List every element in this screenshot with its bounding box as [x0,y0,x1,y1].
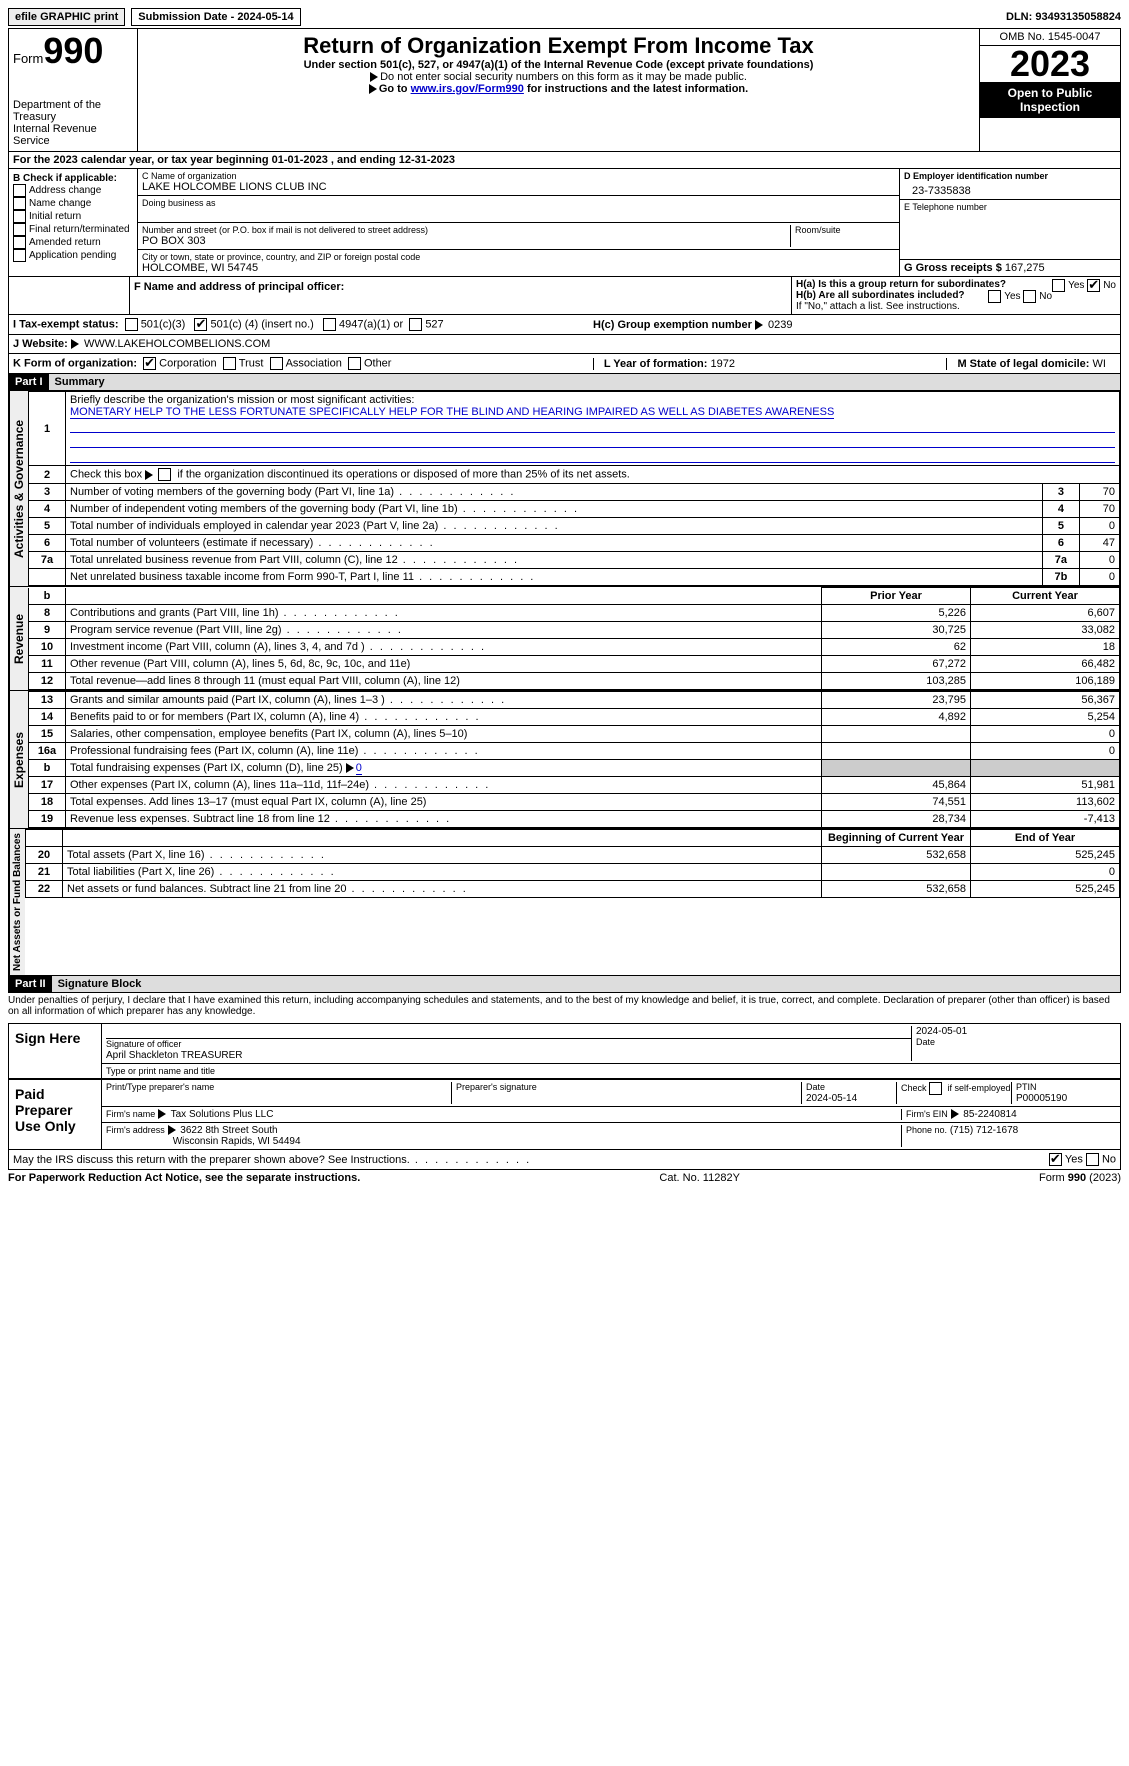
k-l-m-row: K Form of organization: Corporation Trus… [8,354,1121,374]
org-address: PO BOX 303 [142,235,790,247]
triangle-icon [145,470,153,480]
triangle-icon [346,763,354,773]
v3: 70 [1079,484,1119,501]
firm-addr2: Wisconsin Rapids, WI 54494 [173,1136,301,1147]
year-formation: 1972 [711,358,735,370]
sign-block: Sign Here Signature of officerApril Shac… [8,1023,1121,1080]
checkbox-corp[interactable] [143,357,156,370]
checkbox-amended[interactable] [13,236,26,249]
tax-exempt-row: I Tax-exempt status: 501(c)(3) 501(c) (4… [8,315,1121,335]
subtitle-1: Under section 501(c), 527, or 4947(a)(1)… [146,59,971,71]
triangle-icon [370,72,378,82]
checkbox-self-employed[interactable] [929,1082,942,1095]
paid-preparer-label: Paid Preparer Use Only [9,1080,102,1149]
firm-ein: 85-2240814 [963,1109,1016,1120]
v7a: 0 [1079,552,1119,569]
checkbox-501c[interactable] [194,318,207,331]
checkbox-assoc[interactable] [270,357,283,370]
dln: DLN: 93493135058824 [1006,11,1121,23]
checkbox-discontinued[interactable] [158,468,171,481]
form-title: Return of Organization Exempt From Incom… [146,33,971,59]
website-row: J Website: WWW.LAKEHOLCOMBELIONS.COM [8,335,1121,354]
irs-label: Internal Revenue Service [13,123,133,147]
v5: 0 [1079,518,1119,535]
checkbox-address-change[interactable] [13,184,26,197]
v4: 70 [1079,501,1119,518]
declaration: Under penalties of perjury, I declare th… [8,993,1121,1019]
triangle-icon [158,1109,166,1119]
tab-activities: Activities & Governance [9,391,28,586]
checkbox-501c3[interactable] [125,318,138,331]
checkbox-ha-no[interactable] [1087,279,1100,292]
checkbox-hb-yes[interactable] [988,290,1001,303]
top-bar: efile GRAPHIC print Submission Date - 20… [8,8,1121,26]
checkbox-4947[interactable] [323,318,336,331]
header-block-bcde: B Check if applicable: Address change Na… [8,169,1121,277]
checkbox-app-pending[interactable] [13,249,26,262]
revenue-section: Revenue bPrior YearCurrent Year 8Contrib… [8,587,1121,691]
subtitle-2: Do not enter social security numbers on … [380,71,747,83]
open-inspection: Open to Public Inspection [980,82,1120,118]
checkbox-other[interactable] [348,357,361,370]
mission-text: MONETARY HELP TO THE LESS FORTUNATE SPEC… [70,406,834,419]
checkbox-527[interactable] [409,318,422,331]
checkbox-hb-no[interactable] [1023,290,1036,303]
triangle-icon [369,84,377,94]
part2-header: Part II Signature Block [8,976,1121,993]
submission-date: Submission Date - 2024-05-14 [131,8,300,26]
checkbox-discuss-no[interactable] [1086,1153,1099,1166]
part1-header: Part I Summary [8,374,1121,391]
tab-netassets: Net Assets or Fund Balances [9,829,25,975]
checkbox-ha-yes[interactable] [1052,279,1065,292]
block-fh: F Name and address of principal officer:… [8,277,1121,315]
section-a: For the 2023 calendar year, or tax year … [8,152,1121,169]
tax-year: 2023 [980,46,1120,82]
v6: 47 [1079,535,1119,552]
firm-phone: (715) 712-1678 [950,1125,1018,1136]
triangle-icon [951,1109,959,1119]
v7b: 0 [1079,569,1119,586]
gross-receipts: 167,275 [1005,262,1045,274]
firm-addr1: 3622 8th Street South [180,1125,277,1136]
triangle-icon [71,339,79,349]
org-name: LAKE HOLCOMBE LIONS CLUB INC [142,181,895,193]
checkbox-final-return[interactable] [13,223,26,236]
checkbox-trust[interactable] [223,357,236,370]
form-word: Form [13,51,43,66]
page-footer: For Paperwork Reduction Act Notice, see … [8,1172,1121,1184]
form-header: Form990 Department of the Treasury Inter… [8,28,1121,152]
website: WWW.LAKEHOLCOMBELIONS.COM [84,338,270,350]
org-city: HOLCOMBE, WI 54745 [142,262,895,274]
efile-badge[interactable]: efile GRAPHIC print [8,8,125,26]
principal-officer-label: F Name and address of principal officer: [134,281,344,293]
irs-link[interactable]: www.irs.gov/Form990 [411,83,524,95]
netassets-section: Net Assets or Fund Balances Beginning of… [8,829,1121,976]
triangle-icon [168,1125,176,1135]
triangle-icon [755,320,763,330]
officer-name: April Shackleton TREASURER [106,1050,243,1061]
checkbox-name-change[interactable] [13,197,26,210]
form-number: 990 [43,30,103,71]
ptin: P00005190 [1016,1093,1067,1104]
group-exemption: 0239 [768,319,792,331]
discuss-row: May the IRS discuss this return with the… [8,1150,1121,1170]
activities-section: Activities & Governance 1 Briefly descri… [8,391,1121,587]
paid-preparer-block: Paid Preparer Use Only Print/Type prepar… [8,1080,1121,1150]
box-b: B Check if applicable: Address change Na… [9,169,138,276]
sign-date: 2024-05-01 [916,1026,967,1037]
checkbox-discuss-yes[interactable] [1049,1153,1062,1166]
tab-revenue: Revenue [9,587,28,690]
sign-here-label: Sign Here [9,1024,102,1078]
firm-name: Tax Solutions Plus LLC [171,1109,274,1120]
tab-expenses: Expenses [9,691,28,828]
expenses-section: Expenses 13Grants and similar amounts pa… [8,691,1121,829]
checkbox-initial-return[interactable] [13,210,26,223]
ein: 23-7335838 [904,181,1116,197]
dept-treasury: Department of the Treasury [13,99,133,123]
state-domicile: WI [1093,358,1106,370]
